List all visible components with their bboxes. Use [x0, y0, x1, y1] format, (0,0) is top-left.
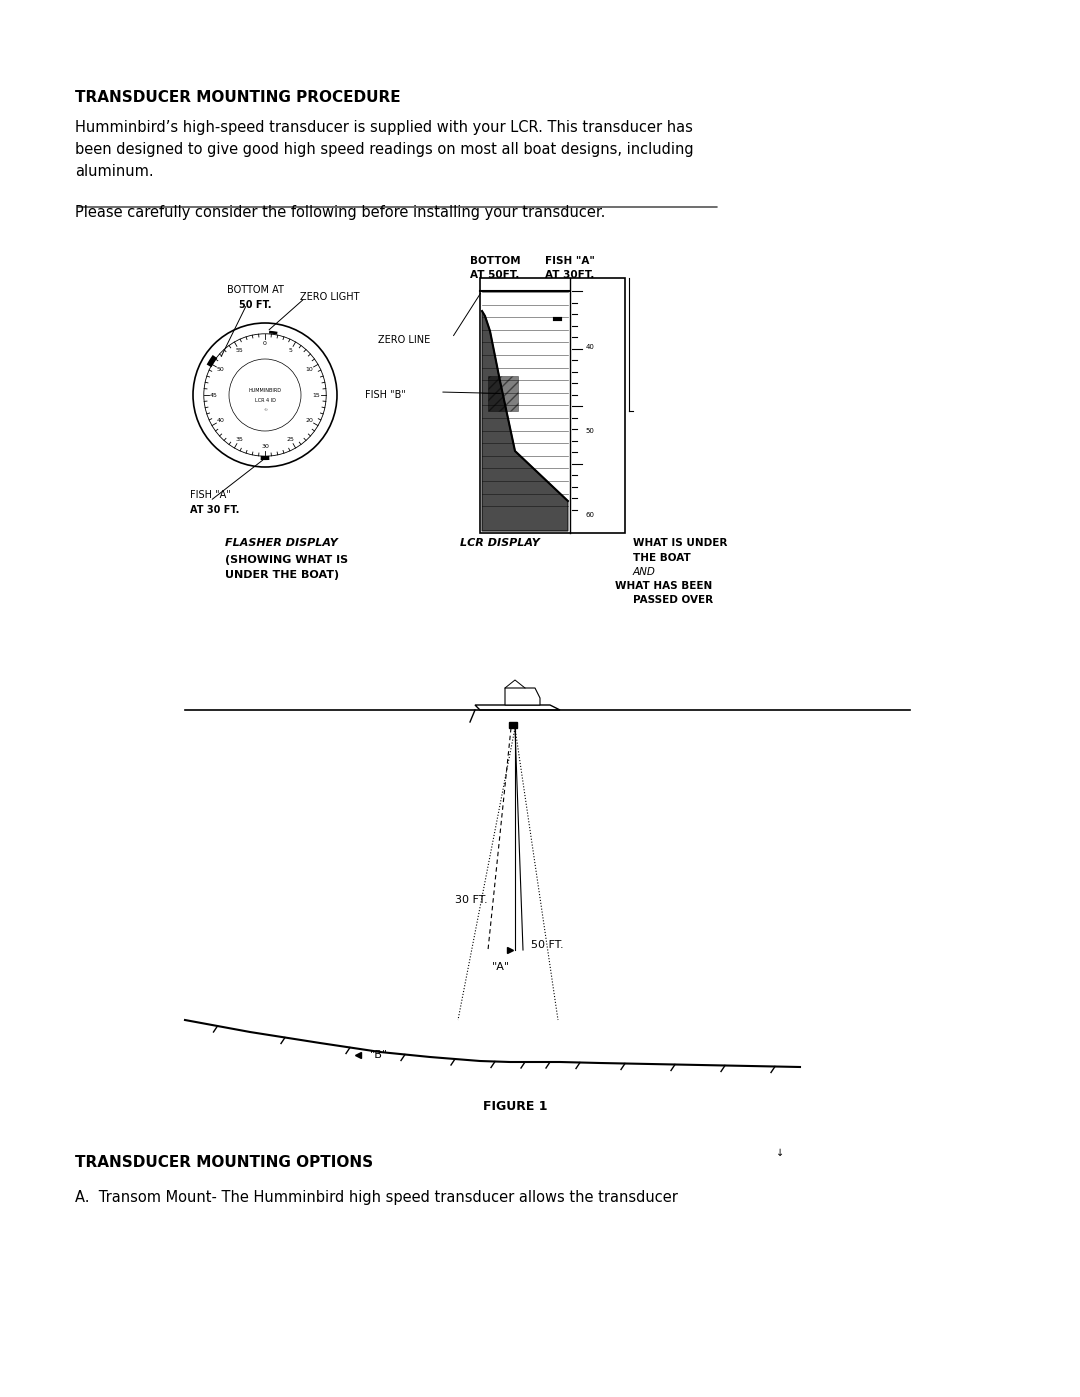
Text: 15: 15	[312, 393, 320, 398]
Text: 45: 45	[210, 393, 218, 398]
Text: FIGURE 1: FIGURE 1	[483, 1099, 548, 1113]
Text: WHAT HAS BEEN: WHAT HAS BEEN	[615, 581, 712, 591]
Text: Humminbird’s high-speed transducer is supplied with your LCR. This transducer ha: Humminbird’s high-speed transducer is su…	[75, 120, 693, 136]
Text: PASSED OVER: PASSED OVER	[633, 595, 713, 605]
Text: A.  Transom Mount- The Humminbird high speed transducer allows the transducer: A. Transom Mount- The Humminbird high sp…	[75, 1190, 678, 1206]
Text: TRANSDUCER MOUNTING PROCEDURE: TRANSDUCER MOUNTING PROCEDURE	[75, 89, 401, 105]
Text: 35: 35	[235, 437, 243, 441]
Text: ↓: ↓	[775, 1148, 784, 1158]
Text: TRANSDUCER MOUNTING OPTIONS: TRANSDUCER MOUNTING OPTIONS	[75, 1155, 373, 1171]
Text: 20: 20	[306, 418, 313, 423]
Text: 50: 50	[585, 427, 595, 434]
Text: aluminum.: aluminum.	[75, 163, 153, 179]
Circle shape	[229, 359, 301, 432]
Bar	[480, 278, 625, 534]
Text: AT 50FT.: AT 50FT.	[470, 270, 519, 279]
Polygon shape	[475, 705, 561, 710]
Text: BOTTOM: BOTTOM	[470, 256, 521, 265]
Text: LCR 4 ID: LCR 4 ID	[255, 398, 275, 402]
Text: been designed to give good high speed readings on most all boat designs, includi: been designed to give good high speed re…	[75, 142, 693, 156]
Text: THE BOAT: THE BOAT	[633, 553, 691, 563]
Text: LCR DISPLAY: LCR DISPLAY	[460, 538, 540, 548]
Polygon shape	[505, 687, 540, 705]
Text: 40: 40	[217, 418, 225, 423]
Text: 0: 0	[264, 341, 267, 346]
Text: Please carefully consider the following before installing your transducer.: Please carefully consider the following …	[75, 205, 606, 219]
Bar	[488, 376, 518, 411]
Text: AT 30FT.: AT 30FT.	[545, 270, 595, 279]
Text: "A": "A"	[491, 963, 510, 972]
Text: 50: 50	[217, 367, 225, 372]
Text: 50 FT.: 50 FT.	[239, 300, 271, 310]
Text: FISH "A": FISH "A"	[545, 256, 595, 265]
Text: ZERO LINE: ZERO LINE	[378, 335, 430, 345]
Text: 60: 60	[585, 511, 595, 518]
Text: FISH "A": FISH "A"	[190, 490, 231, 500]
Text: FLASHER DISPLAY: FLASHER DISPLAY	[225, 538, 338, 548]
Text: 5: 5	[288, 348, 293, 353]
Text: ©: ©	[262, 408, 267, 412]
Text: AT 30 FT.: AT 30 FT.	[190, 504, 240, 515]
Text: 30 FT.: 30 FT.	[455, 895, 488, 905]
Bar	[509, 722, 517, 728]
Text: ZERO LIGHT: ZERO LIGHT	[300, 292, 360, 302]
Text: FISH "B": FISH "B"	[365, 390, 406, 400]
Text: 10: 10	[306, 367, 313, 372]
Text: HUMMINBIRD: HUMMINBIRD	[248, 387, 282, 393]
Text: UNDER THE BOAT): UNDER THE BOAT)	[225, 570, 339, 580]
Text: "B": "B"	[370, 1051, 388, 1060]
Text: WHAT IS UNDER: WHAT IS UNDER	[633, 538, 727, 548]
Text: 50 FT.: 50 FT.	[531, 940, 564, 950]
Text: 55: 55	[235, 348, 243, 353]
Text: 40: 40	[585, 344, 595, 351]
Text: AND: AND	[633, 567, 656, 577]
Text: 25: 25	[286, 437, 295, 441]
Text: 30: 30	[261, 444, 269, 448]
Polygon shape	[482, 312, 568, 531]
Text: (SHOWING WHAT IS: (SHOWING WHAT IS	[225, 555, 348, 564]
Text: BOTTOM AT: BOTTOM AT	[227, 285, 283, 295]
